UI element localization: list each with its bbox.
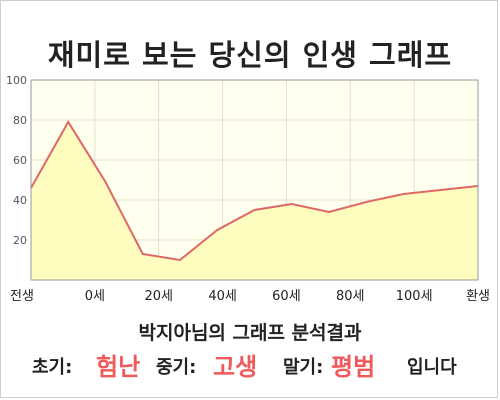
x-tick-label-1: 0세 — [85, 289, 105, 304]
y-tick-label-40: 40 — [13, 194, 27, 207]
y-tick-label-60: 60 — [13, 154, 27, 167]
y-tick-label-80: 80 — [13, 114, 27, 127]
x-tick-label-2: 20세 — [144, 289, 173, 304]
analysis-subtitle: 박지아님의 그래프 분석결과 — [138, 322, 362, 344]
y-tick-label-20: 20 — [13, 234, 27, 247]
result-ending: 입니다 — [407, 357, 457, 378]
x-tick-label-0: 전생 — [10, 289, 34, 304]
mid-label: 중기: — [156, 357, 197, 378]
early-value: 험난 — [96, 353, 141, 381]
x-tick-label-5: 80세 — [336, 289, 365, 304]
late-label: 말기: — [283, 357, 324, 378]
x-tick-label-4: 60세 — [272, 289, 301, 304]
x-tick-label-3: 40세 — [208, 289, 237, 304]
x-tick-label-7: 환생 — [466, 289, 490, 304]
late-value: 평범 — [331, 353, 376, 381]
page-title: 재미로 보는 당신의 인생 그래프 — [47, 38, 453, 72]
mid-value: 고생 — [213, 353, 258, 381]
plot-border — [30, 79, 479, 281]
early-label: 초기: — [32, 357, 73, 378]
x-tick-label-6: 100세 — [396, 289, 433, 304]
life-line — [30, 120, 479, 262]
y-tick-label-100: 100 — [6, 74, 27, 87]
life-area-fill — [31, 122, 478, 280]
analysis-result: 초기: 험난 중기: 고생 말기: 평범 입니다 — [0, 347, 500, 381]
